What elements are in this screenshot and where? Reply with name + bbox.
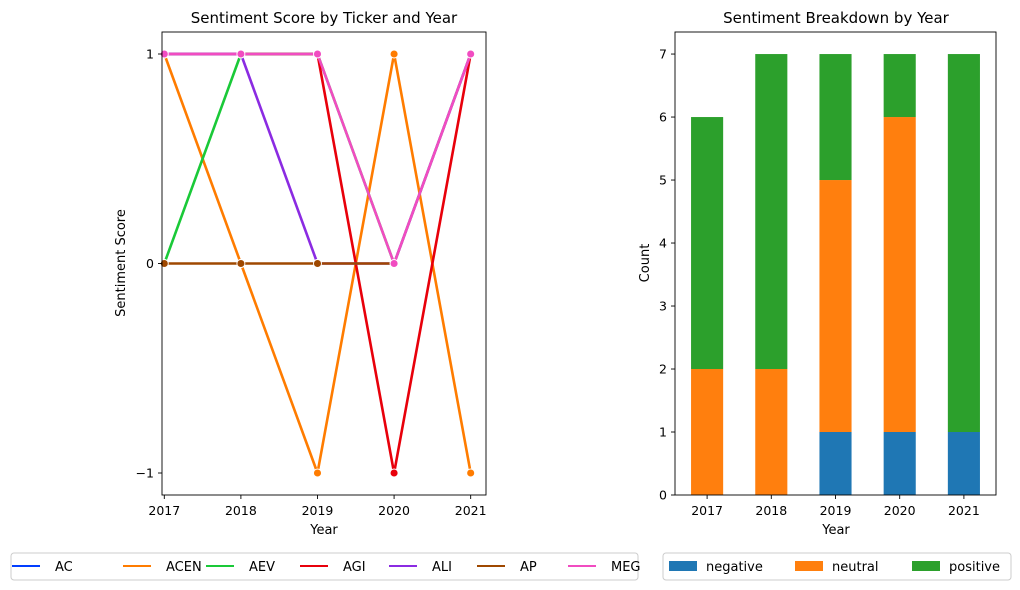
y-tick-label: 1	[146, 46, 154, 61]
line-chart: Sentiment Score by Ticker and Year 2017 2…	[114, 9, 487, 538]
x-tick-label: 2021	[455, 503, 487, 518]
data-point-acen	[466, 468, 476, 478]
line-chart-ticks: 2017 2018 2019 2020 2021 −1 0 1	[136, 46, 487, 518]
x-tick-label: 2019	[820, 503, 852, 518]
x-tick-label: 2018	[225, 503, 257, 518]
data-point-meg	[313, 49, 322, 59]
y-tick-label: 1	[659, 425, 667, 440]
y-tick-label: 0	[659, 488, 667, 503]
line-chart-ylabel: Sentiment Score	[114, 209, 129, 317]
legend-label-agi: AGI	[343, 560, 366, 575]
bar-segment-negative	[819, 432, 852, 495]
data-point-acen	[389, 49, 399, 59]
legend-label-meg: MEG	[611, 560, 641, 575]
line-chart-legend: AC ACEN AEV AGI ALI AP MEG	[10, 552, 641, 581]
legend-label-positive: positive	[949, 560, 1000, 575]
bar-segment-positive	[883, 54, 916, 118]
bar-segment-neutral	[819, 180, 852, 433]
y-tick-label: 3	[659, 299, 667, 314]
bar-segment-negative	[883, 432, 916, 495]
data-point-agi	[389, 468, 399, 478]
y-tick-label: 6	[659, 110, 667, 125]
x-tick-label: 2020	[378, 503, 410, 518]
legend-label-neutral: neutral	[832, 560, 879, 575]
legend-label-negative: negative	[706, 560, 763, 575]
line-chart-title: Sentiment Score by Ticker and Year	[191, 9, 458, 27]
data-point-meg	[389, 259, 399, 268]
bar-segment-neutral	[691, 369, 724, 495]
series-line-ali	[164, 52, 472, 265]
bar-segment-neutral	[755, 369, 788, 495]
bar-chart-legend: negative neutral positive	[662, 552, 1012, 581]
series-line-meg	[164, 52, 472, 265]
y-tick-label: −1	[136, 466, 154, 481]
legend-label-ali: ALI	[432, 560, 452, 575]
data-point-meg	[236, 49, 246, 59]
x-tick-label: 2017	[691, 503, 723, 518]
x-tick-label: 2018	[755, 503, 787, 518]
x-tick-label: 2020	[884, 503, 916, 518]
bar-chart-xlabel: Year	[821, 523, 850, 538]
x-tick-label: 2017	[148, 503, 180, 518]
legend-swatch-negative	[669, 561, 697, 571]
y-tick-label: 7	[659, 47, 667, 62]
x-tick-label: 2019	[302, 503, 334, 518]
bar-segment-positive	[819, 54, 852, 181]
bar-chart: Sentiment Breakdown by Year 2017 2018 2019…	[638, 9, 997, 538]
y-tick-label: 0	[146, 256, 154, 271]
bar-chart-ticks: 2017 2018 2019 2020 2021 0 1 2 3 4 5 6 7	[659, 47, 980, 518]
legend-swatch-positive	[912, 561, 940, 571]
y-tick-label: 5	[659, 173, 667, 188]
bar-legend-frame	[662, 552, 1012, 581]
legend-label-ap: AP	[520, 560, 537, 575]
bar-chart-ylabel: Count	[638, 244, 653, 283]
data-point-acen	[313, 468, 322, 478]
legend-label-ac: AC	[55, 560, 73, 575]
legend-swatch-neutral	[795, 561, 823, 571]
line-chart-xlabel: Year	[309, 523, 338, 538]
series-line-aev	[163, 52, 472, 265]
legend-label-aev: AEV	[249, 560, 275, 575]
bar-segment-negative	[947, 432, 980, 495]
bar-segment-neutral	[883, 117, 916, 433]
data-point-meg	[466, 49, 476, 59]
data-point-ap	[313, 259, 322, 268]
y-tick-label: 2	[659, 362, 667, 377]
bar-segment-positive	[755, 54, 788, 370]
data-point-ap	[236, 259, 246, 268]
bar-chart-title: Sentiment Breakdown by Year	[723, 9, 950, 27]
bar-segment-positive	[947, 54, 980, 433]
y-tick-label: 4	[659, 236, 667, 251]
bar-chart-marks	[691, 54, 980, 495]
line-chart-marks	[159, 49, 476, 478]
legend-label-acen: ACEN	[166, 560, 202, 575]
x-tick-label: 2021	[948, 503, 980, 518]
bar-segment-positive	[691, 117, 724, 370]
